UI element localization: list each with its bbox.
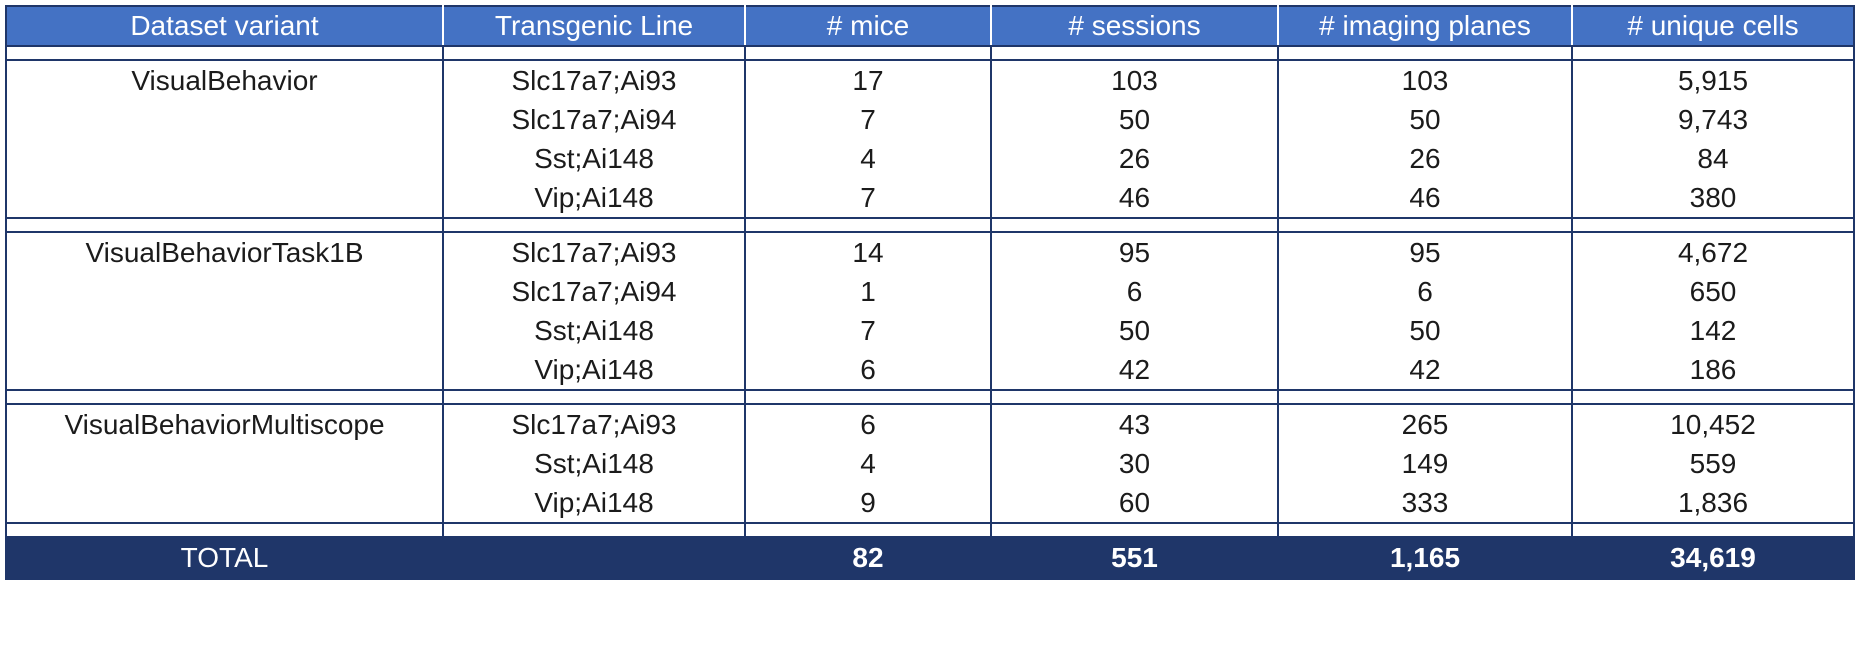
unique-cells-cell: 4,672 [1571,231,1855,272]
imaging-planes-cell: 333 [1277,483,1573,523]
table-row: Sst;Ai148 4 30 149 559 [5,444,1855,483]
dataset-variant-cell: VisualBehaviorMultiscope [5,403,444,444]
total-transgenic-line [442,536,746,580]
mice-cell: 7 [744,311,992,350]
spacer-row [5,389,1855,405]
dataset-variant-cell [5,272,444,311]
sessions-cell: 95 [990,231,1279,272]
header-unique-cells: # unique cells [1571,5,1855,47]
transgenic-line-cell: Slc17a7;Ai93 [442,231,746,272]
unique-cells-cell: 186 [1571,350,1855,390]
mice-cell: 6 [744,403,992,444]
sessions-cell: 50 [990,100,1279,139]
transgenic-line-cell: Sst;Ai148 [442,311,746,350]
transgenic-line-cell: Slc17a7;Ai93 [442,59,746,100]
header-sessions: # sessions [990,5,1279,47]
total-mice: 82 [744,536,992,580]
unique-cells-cell: 142 [1571,311,1855,350]
transgenic-line-cell: Sst;Ai148 [442,139,746,178]
sessions-cell: 43 [990,403,1279,444]
table-row: Slc17a7;Ai94 1 6 6 650 [5,272,1855,311]
table-row: VisualBehaviorMultiscope Slc17a7;Ai93 6 … [5,403,1855,444]
transgenic-line-cell: Vip;Ai148 [442,350,746,390]
table-row: Sst;Ai148 4 26 26 84 [5,139,1855,178]
imaging-planes-cell: 6 [1277,272,1573,311]
spacer-row [5,45,1855,61]
mice-cell: 9 [744,483,992,523]
transgenic-line-cell: Vip;Ai148 [442,483,746,523]
mice-cell: 4 [744,139,992,178]
transgenic-line-cell: Slc17a7;Ai94 [442,272,746,311]
sessions-cell: 30 [990,444,1279,483]
dataset-summary-table: Dataset variant Transgenic Line # mice #… [5,5,1855,580]
mice-cell: 17 [744,59,992,100]
spacer-row [5,217,1855,233]
dataset-variant-cell [5,311,444,350]
transgenic-line-cell: Slc17a7;Ai93 [442,403,746,444]
dataset-variant-cell [5,178,444,218]
unique-cells-cell: 559 [1571,444,1855,483]
transgenic-line-cell: Slc17a7;Ai94 [442,100,746,139]
table-row: Vip;Ai148 6 42 42 186 [5,350,1855,390]
dataset-variant-cell [5,139,444,178]
table-row: VisualBehavior Slc17a7;Ai93 17 103 103 5… [5,59,1855,100]
header-dataset-variant: Dataset variant [5,5,444,47]
mice-cell: 7 [744,100,992,139]
total-sessions: 551 [990,536,1279,580]
header-transgenic-line: Transgenic Line [442,5,746,47]
sessions-cell: 46 [990,178,1279,218]
unique-cells-cell: 1,836 [1571,483,1855,523]
dataset-variant-cell [5,100,444,139]
imaging-planes-cell: 50 [1277,311,1573,350]
imaging-planes-cell: 149 [1277,444,1573,483]
mice-cell: 7 [744,178,992,218]
total-imaging-planes: 1,165 [1277,536,1573,580]
imaging-planes-cell: 103 [1277,59,1573,100]
dataset-variant-cell [5,444,444,483]
transgenic-line-cell: Sst;Ai148 [442,444,746,483]
imaging-planes-cell: 26 [1277,139,1573,178]
sessions-cell: 42 [990,350,1279,390]
total-row: TOTAL 82 551 1,165 34,619 [5,536,1855,580]
sessions-cell: 50 [990,311,1279,350]
table-row: Slc17a7;Ai94 7 50 50 9,743 [5,100,1855,139]
mice-cell: 4 [744,444,992,483]
table-row: VisualBehaviorTask1B Slc17a7;Ai93 14 95 … [5,231,1855,272]
imaging-planes-cell: 50 [1277,100,1573,139]
mice-cell: 1 [744,272,992,311]
unique-cells-cell: 650 [1571,272,1855,311]
total-unique-cells: 34,619 [1571,536,1855,580]
header-row: Dataset variant Transgenic Line # mice #… [5,5,1855,47]
table-row: Sst;Ai148 7 50 50 142 [5,311,1855,350]
imaging-planes-cell: 265 [1277,403,1573,444]
sessions-cell: 6 [990,272,1279,311]
sessions-cell: 26 [990,139,1279,178]
unique-cells-cell: 9,743 [1571,100,1855,139]
unique-cells-cell: 84 [1571,139,1855,178]
header-mice: # mice [744,5,992,47]
dataset-variant-cell [5,483,444,523]
unique-cells-cell: 5,915 [1571,59,1855,100]
sessions-cell: 60 [990,483,1279,523]
mice-cell: 14 [744,231,992,272]
dataset-variant-cell: VisualBehavior [5,59,444,100]
table-row: Vip;Ai148 7 46 46 380 [5,178,1855,218]
imaging-planes-cell: 42 [1277,350,1573,390]
dataset-variant-cell: VisualBehaviorTask1B [5,231,444,272]
dataset-variant-cell [5,350,444,390]
unique-cells-cell: 10,452 [1571,403,1855,444]
table-row: Vip;Ai148 9 60 333 1,836 [5,483,1855,523]
total-label: TOTAL [5,536,444,580]
imaging-planes-cell: 95 [1277,231,1573,272]
spacer-row [5,522,1855,538]
mice-cell: 6 [744,350,992,390]
transgenic-line-cell: Vip;Ai148 [442,178,746,218]
table-container: Dataset variant Transgenic Line # mice #… [5,5,1855,580]
header-imaging-planes: # imaging planes [1277,5,1573,47]
sessions-cell: 103 [990,59,1279,100]
unique-cells-cell: 380 [1571,178,1855,218]
imaging-planes-cell: 46 [1277,178,1573,218]
